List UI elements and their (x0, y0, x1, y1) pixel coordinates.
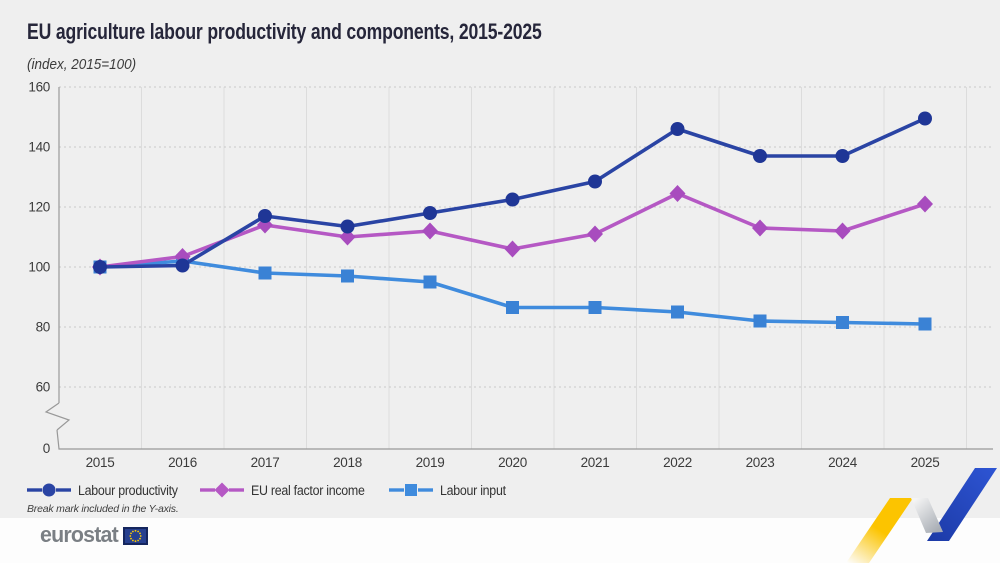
eurostat-ribbon-graphic (846, 468, 997, 563)
marker-labour-input-2025 (918, 317, 932, 331)
x-tick-label-2016: 2016 (168, 455, 197, 470)
legend-label: Labour input (439, 482, 506, 498)
marker-labour-input-2024 (836, 316, 849, 329)
ribbon-blue-stroke (927, 468, 997, 541)
marker-labour-input-2021 (588, 301, 602, 314)
x-tick-label-2019: 2019 (416, 455, 445, 470)
legend-label: Labour productivity (78, 482, 178, 498)
marker-labour-input-2017 (258, 266, 272, 280)
marker-labour-productivity-2019 (423, 206, 437, 220)
y-tick-label-120: 120 (28, 200, 50, 215)
y-tick-label-0: 0 (43, 441, 50, 456)
x-tick-label-2022: 2022 (663, 455, 692, 470)
eu-flag-icon (123, 526, 149, 545)
legend-item-labour-productivity: Labour productivity (27, 482, 186, 498)
x-tick-label-2017: 2017 (251, 455, 280, 470)
legend-line-circle-icon (27, 483, 71, 497)
chart-title: EU agriculture labour productivity and c… (27, 19, 542, 44)
eu-flag-stars (129, 529, 143, 542)
marker-labour-input-2022 (671, 305, 684, 319)
marker-labour-input-2018 (341, 269, 354, 283)
marker-labour-input-2020 (506, 301, 519, 314)
footer-band: eurostat (0, 518, 1000, 563)
x-tick-label-2025: 2025 (911, 455, 940, 470)
y-tick-label-160: 160 (28, 80, 50, 95)
marker-eu-real-factor-income-2025 (917, 195, 933, 213)
eurostat-logo: eurostat (40, 522, 149, 547)
legend-item-eu-real-factor-income: EU real factor income (200, 482, 375, 498)
marker-eu-real-factor-income-2024 (834, 222, 851, 240)
y-tick-label-60: 60 (36, 380, 50, 395)
axis-lines (56, 87, 993, 450)
marker-labour-productivity-2018 (340, 219, 355, 234)
y-tick-label-140: 140 (28, 140, 50, 155)
marker-eu-real-factor-income-2021 (587, 225, 603, 243)
marker-labour-productivity-2020 (505, 192, 520, 207)
x-tick-label-2020: 2020 (498, 455, 527, 470)
marker-labour-input-2019 (423, 275, 437, 289)
ribbon-gray-fold (911, 498, 943, 533)
marker-eu-real-factor-income-2019 (422, 222, 438, 240)
marker-labour-productivity-2017 (258, 209, 272, 223)
marker-eu-real-factor-income-2023 (752, 219, 768, 237)
x-tick-label-2021: 2021 (581, 455, 610, 470)
ribbon-yellow-stroke (846, 498, 913, 563)
chart-subtitle: (index, 2015=100) (27, 57, 137, 73)
x-tick-label-2018: 2018 (333, 455, 362, 470)
x-tick-label-2023: 2023 (746, 455, 775, 470)
marker-eu-real-factor-income-2018 (339, 228, 356, 246)
marker-labour-productivity-2015 (93, 260, 107, 274)
eurostat-logo-text: eurostat (40, 522, 119, 547)
legend-line-square-icon (388, 484, 433, 496)
x-tick-label-2024: 2024 (828, 455, 858, 470)
chart-legend: Labour productivity EU real factor incom… (27, 482, 511, 498)
line-chart-plot-area: 160 140 120 100 80 60 0 2015 2016 2017 2018 2019 202… (28, 80, 993, 470)
legend-line-diamond-icon (200, 482, 245, 498)
marker-eu-real-factor-income-2022 (669, 185, 686, 202)
axis-break-note: Break mark included in the Y-axis. (27, 503, 179, 515)
marker-labour-productivity-2022 (670, 122, 685, 136)
y-tick-label-80: 80 (36, 320, 50, 335)
marker-eu-real-factor-income-2020 (504, 240, 521, 258)
marker-labour-productivity-2024 (835, 149, 850, 163)
marker-labour-productivity-2025 (918, 111, 932, 126)
legend-label: EU real factor income (251, 482, 365, 498)
marker-labour-input-2023 (753, 314, 767, 328)
marker-labour-productivity-2023 (753, 149, 767, 163)
y-axis-break-mark (44, 402, 71, 431)
legend-item-labour-input: Labour input (388, 482, 511, 498)
marker-labour-productivity-2021 (588, 174, 602, 189)
marker-labour-productivity-2016 (175, 258, 190, 273)
y-tick-label-100: 100 (28, 260, 50, 275)
x-tick-label-2015: 2015 (86, 455, 115, 470)
